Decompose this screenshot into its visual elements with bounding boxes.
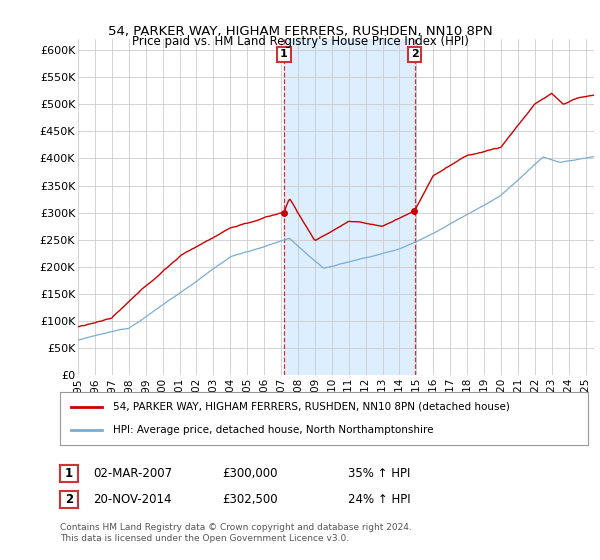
Text: HPI: Average price, detached house, North Northamptonshire: HPI: Average price, detached house, Nort…: [113, 425, 433, 435]
Text: 20-NOV-2014: 20-NOV-2014: [93, 493, 172, 506]
Text: 02-MAR-2007: 02-MAR-2007: [93, 466, 172, 480]
Text: £300,000: £300,000: [222, 466, 277, 480]
Text: 54, PARKER WAY, HIGHAM FERRERS, RUSHDEN, NN10 8PN: 54, PARKER WAY, HIGHAM FERRERS, RUSHDEN,…: [107, 25, 493, 38]
Text: 2: 2: [65, 493, 73, 506]
Bar: [284, 39, 415, 375]
Text: Price paid vs. HM Land Registry's House Price Index (HPI): Price paid vs. HM Land Registry's House …: [131, 35, 469, 48]
Text: 24% ↑ HPI: 24% ↑ HPI: [348, 493, 410, 506]
Text: £302,500: £302,500: [222, 493, 278, 506]
Text: 1: 1: [65, 466, 73, 480]
Text: 54, PARKER WAY, HIGHAM FERRERS, RUSHDEN, NN10 8PN (detached house): 54, PARKER WAY, HIGHAM FERRERS, RUSHDEN,…: [113, 402, 509, 412]
Text: 35% ↑ HPI: 35% ↑ HPI: [348, 466, 410, 480]
Text: 2: 2: [411, 49, 419, 59]
Text: Contains HM Land Registry data © Crown copyright and database right 2024.: Contains HM Land Registry data © Crown c…: [60, 523, 412, 532]
Text: This data is licensed under the Open Government Licence v3.0.: This data is licensed under the Open Gov…: [60, 534, 349, 543]
Text: 1: 1: [280, 49, 288, 59]
